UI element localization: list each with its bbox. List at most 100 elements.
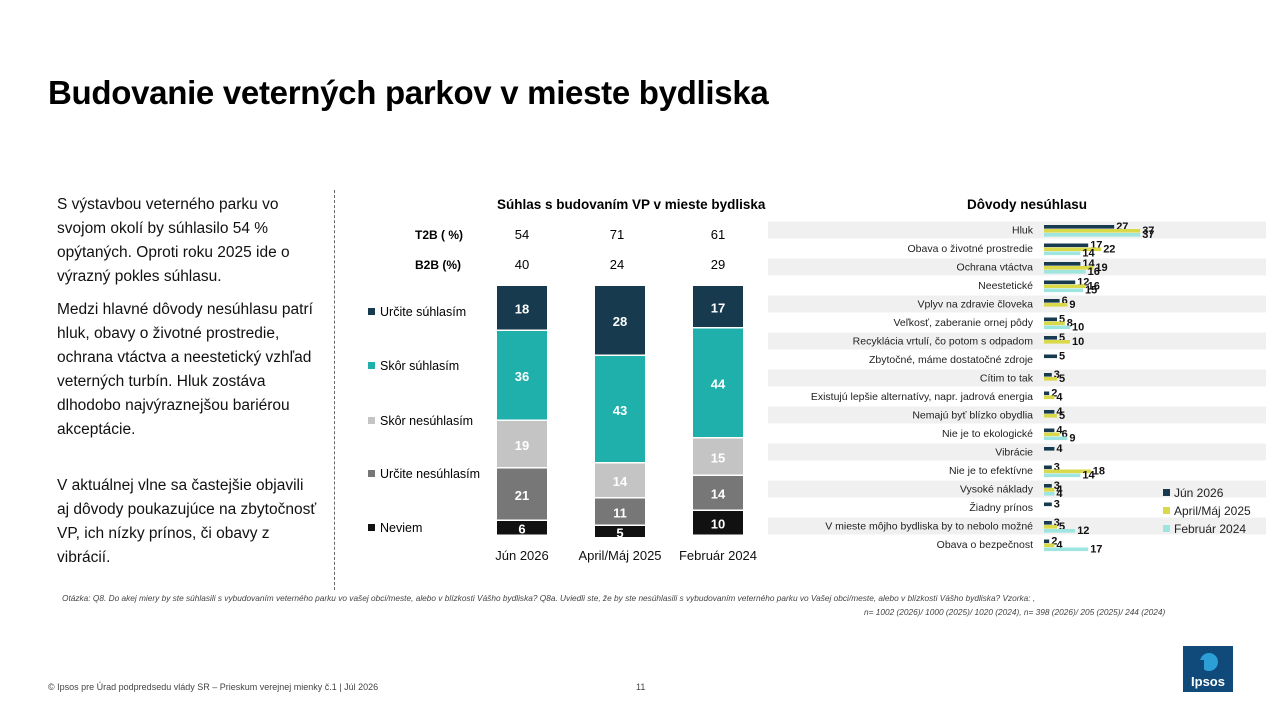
bar-segment [595, 526, 645, 537]
reason-bar [1044, 303, 1068, 307]
reason-label: Nie je to ekologické [942, 428, 1033, 440]
reason-label: Žiadny prínos [969, 501, 1033, 514]
reason-value-label: 5 [1059, 373, 1065, 385]
reason-label: Vibrácie [995, 447, 1033, 459]
reason-value-label: 15 [1085, 285, 1097, 297]
reason-bar [1044, 377, 1057, 381]
legend-label: Skôr súhlasím [380, 359, 460, 373]
reason-bar [1044, 270, 1086, 274]
reason-label: Zbytočné, máme dostatočné zdroje [869, 354, 1033, 366]
t2b-value: 61 [710, 227, 726, 242]
bar-value-label: 44 [711, 377, 726, 392]
bar-value-label: 36 [515, 369, 529, 384]
legend-label: Určite súhlasím [380, 305, 467, 319]
reason-value-label: 3 [1054, 480, 1060, 492]
bar-value-label: 5 [616, 525, 623, 540]
bar-segment [497, 521, 547, 535]
reason-label: Veľkosť, zaberanie ornej pôdy [893, 317, 1033, 329]
reason-bar [1044, 529, 1076, 533]
reason-value-label: 16 [1088, 281, 1100, 293]
legend-label: Skôr nesúhlasím [380, 414, 474, 428]
legend-swatch [368, 362, 375, 369]
legend-label: Určite nesúhlasím [380, 467, 481, 481]
page-number: 11 [636, 682, 646, 692]
category-label: April/Máj 2025 [578, 548, 661, 563]
reason-bar [1044, 284, 1086, 289]
row-band [768, 332, 1266, 350]
row-band [768, 480, 1266, 498]
reason-label: Ochrana vtáctva [957, 262, 1034, 274]
reason-bar [1044, 543, 1055, 548]
footnote-sample: n= 1002 (2026)/ 1000 (2025)/ 1020 (2024)… [864, 607, 1166, 617]
reason-bar [1044, 288, 1083, 293]
reason-bar [1044, 395, 1055, 400]
reason-bar [1044, 373, 1052, 377]
reason-bar [1044, 492, 1055, 496]
legend-label: Február 2024 [1174, 522, 1246, 536]
legend-swatch [368, 417, 375, 424]
reason-value-label: 12 [1077, 525, 1089, 537]
reason-value-label: 3 [1054, 517, 1060, 529]
bar-segment [497, 468, 547, 520]
bar-value-label: 11 [613, 505, 627, 520]
reason-bar [1044, 251, 1081, 256]
row-band [768, 369, 1266, 387]
reason-bar [1044, 299, 1060, 303]
bar-segment [595, 286, 645, 355]
reason-bar [1044, 325, 1070, 330]
reason-bar [1044, 410, 1055, 414]
section-divider [334, 190, 335, 590]
bar-segment [693, 438, 743, 475]
footnote-question: Otázka: Q8. Do akej miery by ste súhlasi… [62, 593, 1036, 603]
bar-segment [693, 511, 743, 535]
legend-swatch [1163, 489, 1170, 496]
row-band [768, 221, 1266, 239]
reason-bar [1044, 354, 1057, 359]
row-band [768, 258, 1266, 276]
row-band [768, 406, 1266, 424]
reason-value-label: 9 [1069, 433, 1075, 445]
legend-swatch [368, 524, 375, 531]
reason-label: Hluk [1012, 225, 1034, 237]
reason-value-label: 16 [1088, 266, 1100, 278]
b2b-row-label: B2B (%) [415, 258, 462, 272]
reason-value-label: 19 [1095, 262, 1107, 274]
legend-item: Neviem [368, 521, 422, 535]
reason-value-label: 6 [1062, 429, 1068, 441]
reason-value-label: 22 [1103, 244, 1115, 256]
reason-label: Vysoké náklady [960, 484, 1034, 496]
bar-value-label: 43 [613, 403, 627, 418]
bar-value-label: 19 [515, 438, 529, 453]
bar-value-label: 17 [711, 300, 725, 315]
reason-value-label: 8 [1067, 318, 1073, 330]
reason-bar [1044, 391, 1050, 396]
bar-segment [693, 286, 743, 327]
reason-bar [1044, 243, 1089, 248]
reason-bar [1044, 262, 1081, 266]
bar-segment [497, 331, 547, 420]
reason-bar [1044, 473, 1081, 478]
reason-label: Existujú lepšie alternatívy, napr. jadro… [811, 391, 1033, 403]
reason-bar [1044, 280, 1076, 285]
reason-bar [1044, 266, 1094, 270]
reason-bar [1044, 428, 1055, 433]
reason-value-label: 3 [1054, 499, 1060, 511]
reason-value-label: 4 [1056, 488, 1063, 500]
reason-value-label: 2 [1051, 388, 1057, 400]
reason-label: Nemajú byť blízko obydlia [912, 410, 1033, 422]
summary-paragraph-3: V aktuálnej vlne sa častejšie objavili a… [57, 477, 317, 566]
bar-value-label: 18 [515, 302, 529, 317]
bar-segment [595, 356, 645, 462]
reason-bar [1044, 469, 1091, 474]
category-label: Jún 2026 [495, 548, 549, 563]
bar-value-label: 21 [515, 488, 529, 503]
reason-bar [1044, 321, 1065, 326]
legend-label: Jún 2026 [1174, 486, 1224, 500]
reason-value-label: 2 [1051, 536, 1057, 548]
t2b-value: 71 [609, 227, 625, 242]
summary-paragraph-2: Medzi hlavné dôvody nesúhlasu patrí hluk… [57, 301, 313, 438]
reason-bar [1044, 225, 1115, 229]
footer-source: © Ipsos pre Úrad podpredsedu vlády SR – … [48, 682, 379, 692]
